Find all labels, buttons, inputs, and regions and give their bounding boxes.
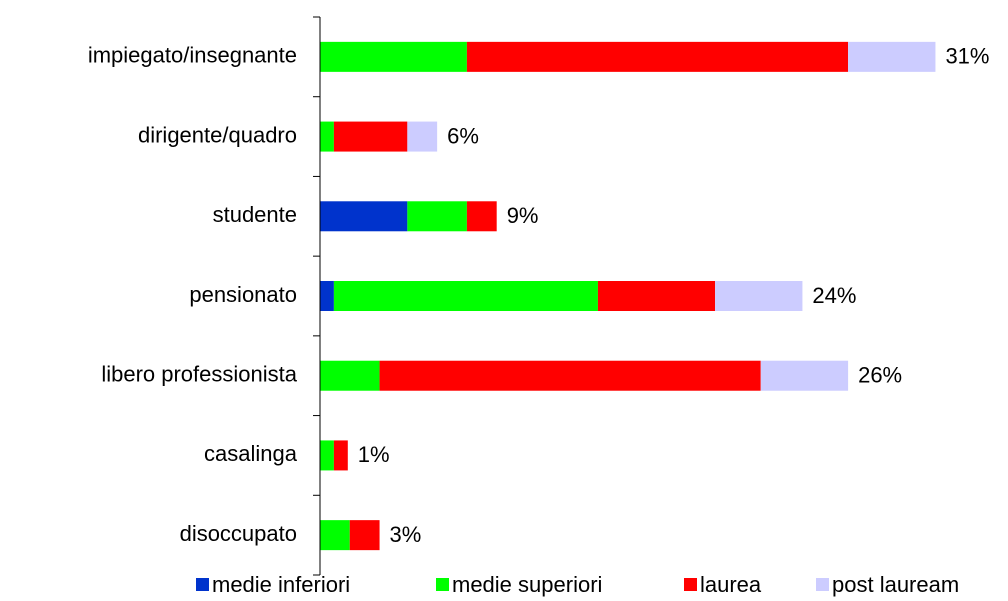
bar-segment [320, 520, 350, 551]
legend-label: medie superiori [452, 572, 602, 597]
legend-swatch [196, 578, 209, 591]
legend-label: medie inferiori [212, 572, 350, 597]
bar-segment [715, 281, 803, 311]
category-label: studente [213, 202, 297, 227]
bar-segment [466, 201, 497, 232]
bar-segment [320, 440, 334, 471]
category-label: libero professionista [101, 362, 297, 387]
legend-label: post lauream [832, 572, 959, 597]
bar-segment [320, 281, 334, 311]
total-label: 26% [858, 363, 902, 388]
category-label: pensionato [189, 282, 297, 307]
bar-segment [333, 281, 598, 311]
total-label: 31% [945, 44, 989, 69]
bar-segment [320, 121, 334, 152]
total-label: 3% [390, 522, 422, 547]
legend-swatch [436, 578, 449, 591]
bar-segment [407, 201, 467, 232]
total-label: 6% [447, 123, 479, 148]
legend-swatch [816, 578, 829, 591]
total-label: 9% [507, 203, 539, 228]
bar-segment [848, 41, 936, 72]
bar-segment [320, 201, 408, 232]
bar-segment [320, 41, 467, 72]
bar-segment [320, 360, 380, 391]
bar-segment [333, 121, 408, 152]
total-label: 1% [358, 442, 390, 467]
legend-label: laurea [700, 572, 762, 597]
category-label: disoccupato [180, 521, 297, 546]
category-label: impiegato/insegnante [88, 43, 297, 68]
category-label: dirigente/quadro [138, 122, 297, 147]
bar-segment [349, 520, 380, 551]
category-label: casalinga [204, 441, 298, 466]
bar-segment [379, 360, 761, 391]
bar-segment [466, 41, 849, 72]
bar-segment [407, 121, 438, 152]
total-label: 24% [812, 283, 856, 308]
bar-segment [760, 360, 849, 391]
bar-segment [333, 440, 348, 471]
legend-swatch [684, 578, 697, 591]
bar-segment [597, 281, 716, 311]
